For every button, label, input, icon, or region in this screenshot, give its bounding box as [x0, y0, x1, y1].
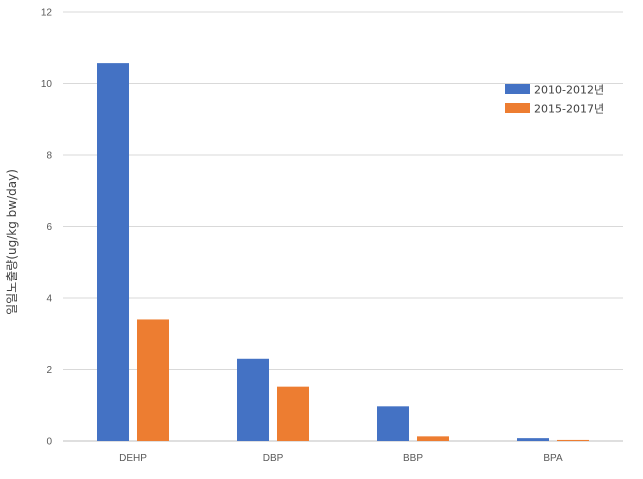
- y-tick-label: 2: [46, 365, 52, 376]
- y-tick-label: 10: [41, 79, 53, 90]
- bar-dehp-series-1: [97, 63, 129, 442]
- x-tick-label: BBP: [403, 453, 423, 464]
- y-tick-label: 4: [46, 294, 52, 305]
- y-axis-label: 일일노출량(ug/kg bw/day): [5, 169, 19, 315]
- legend-swatch: [505, 103, 530, 113]
- bar-dbp-series-1: [237, 358, 269, 441]
- x-tick-label: DEHP: [119, 453, 147, 464]
- bar-bpa-series-2: [557, 439, 589, 441]
- legend-swatch: [505, 84, 530, 94]
- x-tick-label: DBP: [263, 453, 284, 464]
- x-axis-ticks: DEHP DBP BBP BPA: [119, 453, 563, 464]
- bar-bpa-series-1: [517, 438, 549, 441]
- y-tick-label: 6: [46, 222, 52, 233]
- legend-label: 2010-2012년: [534, 84, 604, 97]
- y-axis-ticks: 0 2 4 6 8 10 12: [41, 8, 53, 448]
- y-tick-label: 0: [46, 437, 52, 448]
- bar-bbp-series-1: [377, 406, 409, 441]
- bar-dehp-series-2: [137, 319, 169, 441]
- x-tick-label: BPA: [543, 453, 563, 464]
- legend: 2010-2012년 2015-2017년: [505, 84, 604, 116]
- legend-label: 2015-2017년: [534, 103, 604, 116]
- y-tick-label: 8: [46, 151, 52, 162]
- y-tick-label: 12: [41, 8, 53, 19]
- bar-bbp-series-2: [417, 436, 449, 441]
- bars: [97, 63, 589, 442]
- bar-dbp-series-2: [277, 386, 309, 441]
